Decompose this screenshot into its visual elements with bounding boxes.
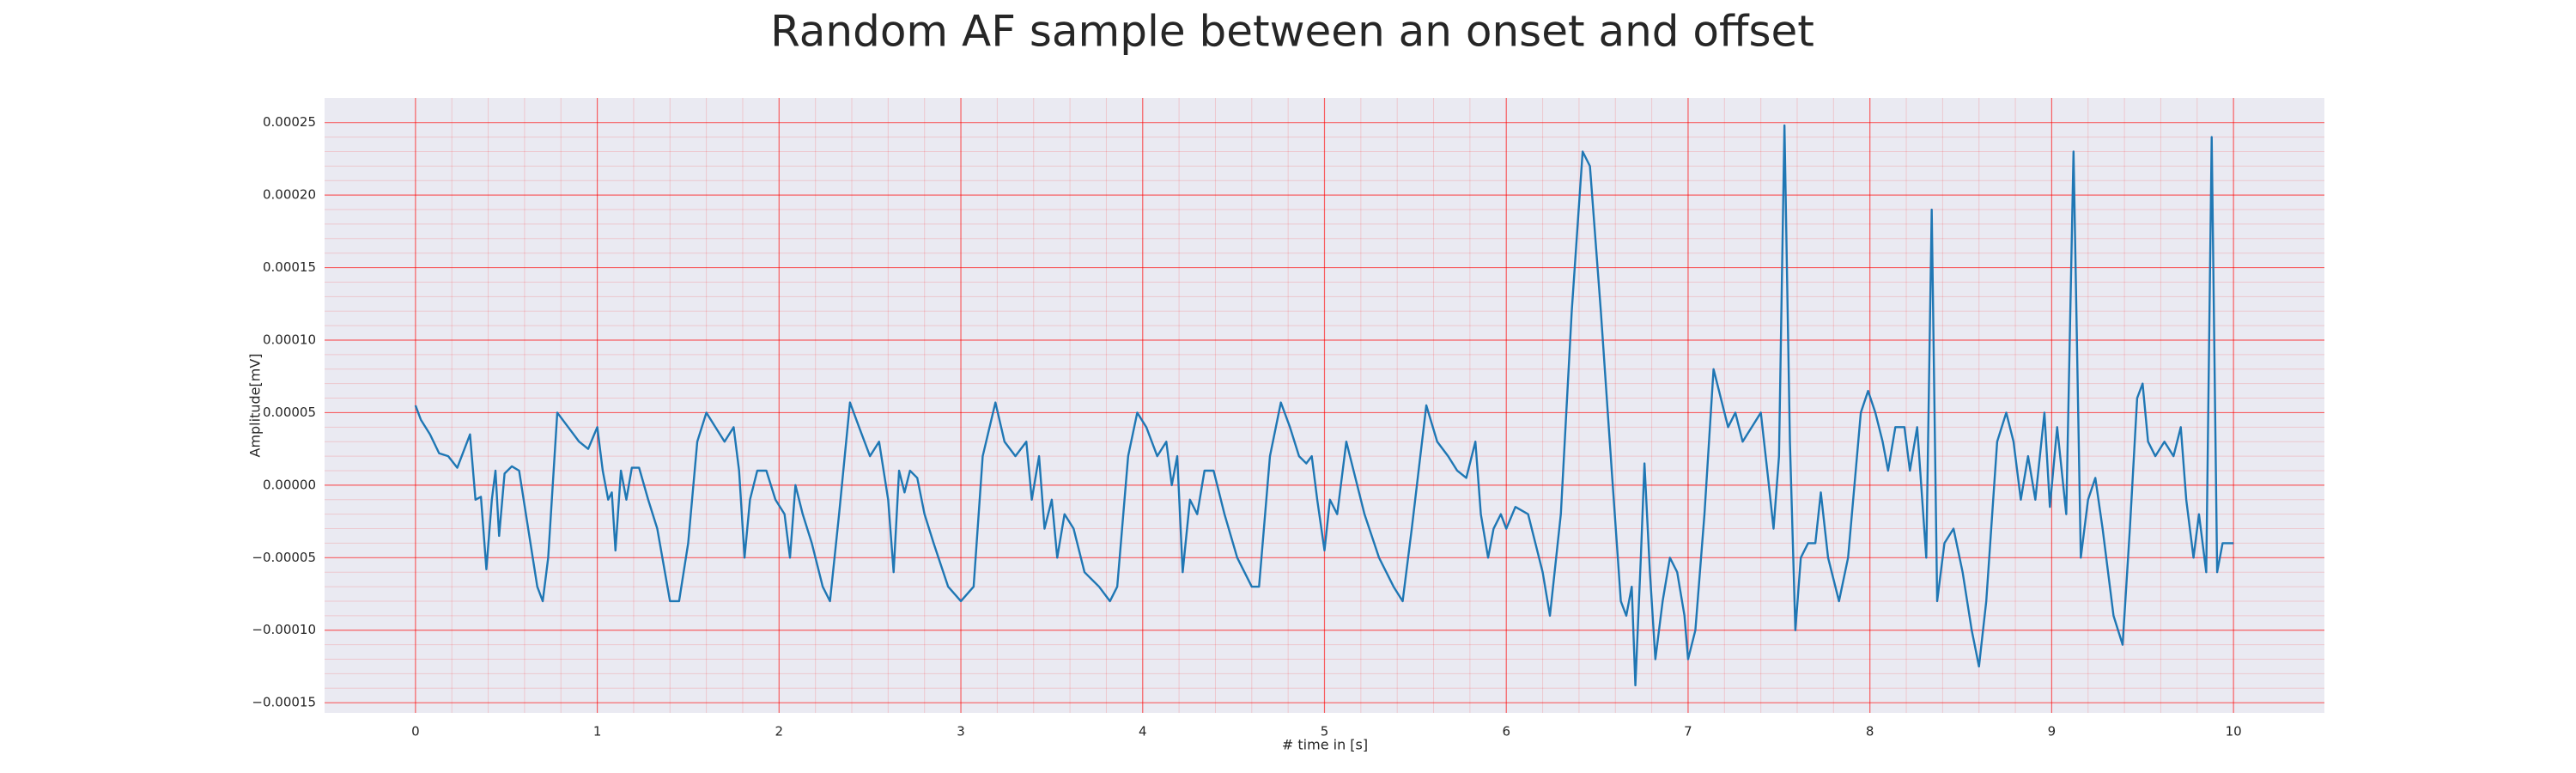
x-tick-label: 6 <box>1502 724 1510 740</box>
y-tick-label: −0.00005 <box>252 550 316 565</box>
y-tick-label: 0.00020 <box>263 187 316 203</box>
x-tick-label: 0 <box>411 724 420 740</box>
x-tick-label: 7 <box>1684 724 1692 740</box>
x-tick-label: 1 <box>593 724 602 740</box>
x-tick-label: 2 <box>775 724 784 740</box>
signal-line <box>414 124 2234 687</box>
x-tick-label: 9 <box>2048 724 2057 740</box>
y-tick-label: 0.00005 <box>263 405 316 420</box>
x-tick-label: 5 <box>1321 724 1329 740</box>
chart-title: Random AF sample between an onset and of… <box>770 7 1814 57</box>
y-tick-label: −0.00015 <box>252 695 316 710</box>
x-tick-label: 8 <box>1866 724 1874 740</box>
x-tick-label: 4 <box>1139 724 1147 740</box>
y-tick-label: 0.00015 <box>263 259 316 275</box>
x-tick-label: 10 <box>2226 724 2242 740</box>
y-tick-label: 0.00000 <box>263 477 316 492</box>
y-tick-label: 0.00010 <box>263 332 316 348</box>
y-tick-label: −0.00010 <box>252 622 316 637</box>
x-tick-label: 3 <box>957 724 965 740</box>
x-axis-label: # time in [s] <box>1282 737 1368 753</box>
y-axis-label: Amplitude[mV] <box>247 353 264 457</box>
y-tick-label: 0.00025 <box>263 114 316 130</box>
